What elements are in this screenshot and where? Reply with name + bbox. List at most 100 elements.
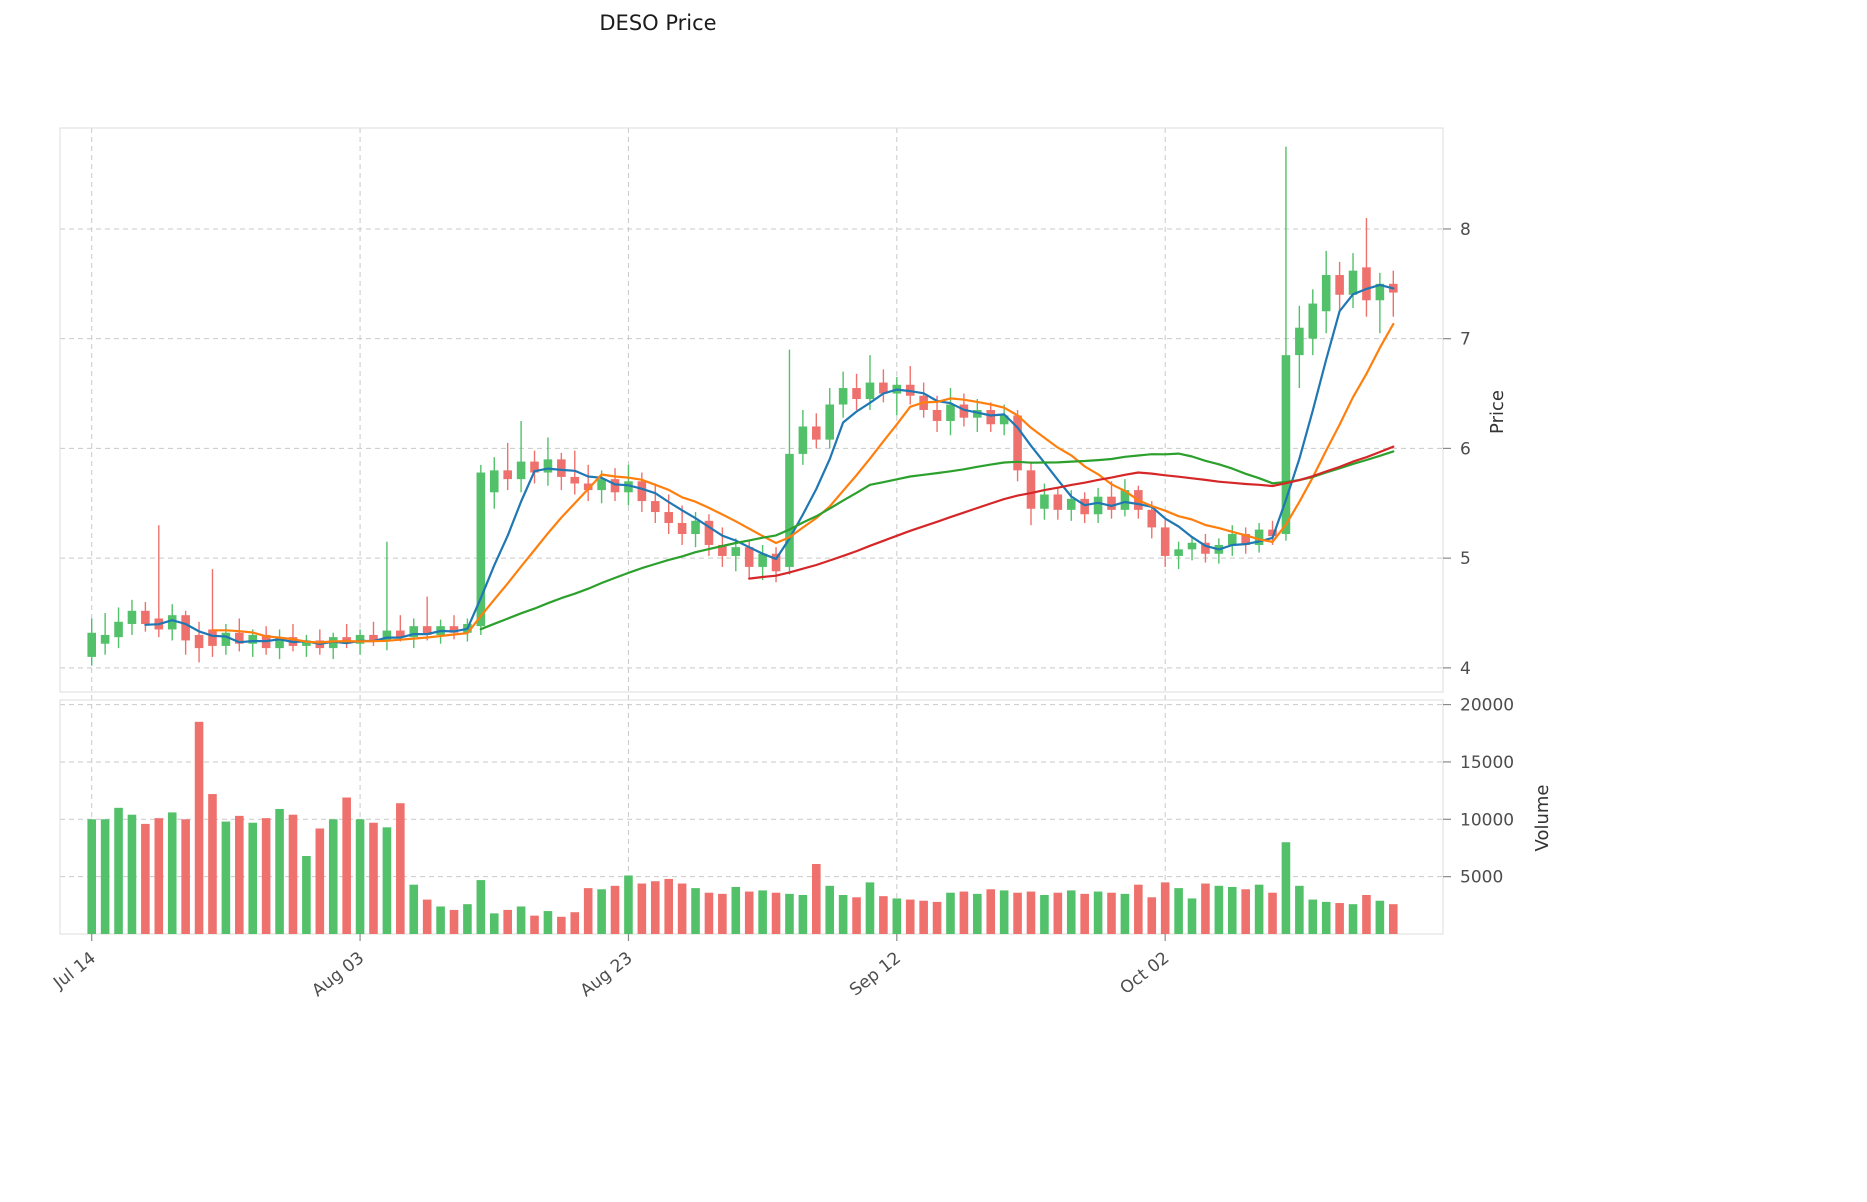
volume-bar: [785, 893, 794, 934]
volume-bar: [892, 898, 902, 934]
volume-bar: [275, 808, 284, 934]
volume-bar: [583, 888, 593, 934]
volume-bar: [302, 856, 311, 934]
volume-series: [87, 721, 1398, 934]
volume-bar: [570, 912, 580, 934]
volume-bar: [476, 880, 486, 934]
volume-bar: [248, 822, 258, 934]
volume-bar: [1268, 892, 1277, 934]
candle-body: [409, 626, 419, 638]
candlestick-series: [87, 146, 1398, 666]
volume-bar: [1093, 891, 1103, 934]
candle-body: [275, 637, 284, 649]
candle-body: [1026, 470, 1036, 509]
candle-body: [1321, 275, 1331, 312]
candle-body: [221, 632, 231, 646]
volume-bar: [261, 818, 271, 934]
candle-body: [677, 523, 687, 534]
volume-tick-label: 15000: [1460, 753, 1514, 773]
ma-line-50: [748, 445, 1395, 580]
volume-bar: [1160, 882, 1170, 934]
volume-bar: [436, 906, 445, 934]
volume-bar: [141, 823, 150, 934]
volume-bar: [1362, 895, 1371, 934]
candle-body: [879, 382, 888, 394]
x-tick-label: Oct 02: [1116, 948, 1173, 999]
candle-body: [610, 479, 620, 493]
volume-bar: [731, 886, 741, 934]
price-tick-label: 5: [1460, 549, 1471, 569]
volume-bar: [382, 827, 392, 934]
candle-body: [449, 626, 459, 633]
candle-body: [1227, 533, 1237, 545]
candle-body: [1348, 270, 1358, 295]
candle-body: [1013, 415, 1022, 471]
candle-body: [704, 520, 714, 545]
volume-bar: [919, 900, 928, 934]
volume-bar: [1321, 901, 1331, 934]
volume-bar: [744, 891, 754, 934]
volume-bar: [1281, 842, 1291, 934]
candle-body: [959, 404, 969, 418]
candle-body: [87, 632, 97, 657]
candle-body: [1254, 529, 1264, 545]
volume-bar: [221, 821, 231, 934]
candle-body: [1066, 498, 1076, 510]
candle-body: [396, 630, 405, 638]
candle-body: [1281, 355, 1291, 534]
x-tick-label: Sep 12: [846, 948, 905, 1000]
candle-body: [1335, 275, 1344, 295]
volume-bar: [1187, 898, 1197, 934]
volume-bar: [1214, 885, 1224, 934]
candle-body: [624, 481, 633, 493]
volume-bar: [315, 828, 325, 934]
candle-body: [1174, 549, 1183, 556]
volume-bar: [1120, 893, 1130, 934]
candle-body: [744, 547, 754, 567]
volume-bar: [986, 889, 996, 934]
volume-bar: [396, 803, 405, 934]
volume-bar: [838, 895, 848, 934]
moving-average-lines: [144, 283, 1395, 645]
volume-bar: [1174, 888, 1183, 934]
volume-bar: [127, 814, 137, 934]
volume-bar: [771, 892, 781, 934]
candle-body: [100, 634, 110, 644]
price-tick-label: 6: [1460, 439, 1471, 459]
volume-bar: [114, 807, 123, 934]
volume-bar: [342, 797, 351, 934]
volume-bar: [905, 899, 915, 934]
x-tick-label: Aug 23: [577, 948, 637, 1001]
volume-bar: [1227, 886, 1237, 934]
candle-body: [865, 382, 875, 400]
candle-body: [785, 453, 794, 567]
volume-bar: [1066, 890, 1076, 934]
volume-bar: [597, 889, 606, 934]
volume-bar: [718, 893, 727, 934]
volume-bar: [516, 906, 526, 934]
candle-body: [1201, 542, 1210, 554]
volume-bar: [328, 819, 338, 934]
candle-body: [583, 483, 593, 491]
volume-bar: [235, 815, 244, 934]
candle-body: [302, 640, 311, 646]
ma-line-10: [211, 322, 1395, 644]
chart-title: DESO Price: [599, 11, 716, 35]
volume-bar: [798, 895, 808, 934]
candle-body: [141, 610, 150, 624]
candle-body: [758, 553, 767, 567]
candle-body: [650, 501, 660, 513]
volume-bar: [973, 893, 982, 934]
volume-bar: [812, 864, 821, 934]
volume-axis-label: Volume: [1532, 785, 1553, 852]
candle-body: [1308, 303, 1318, 339]
candle-body: [1160, 527, 1170, 556]
volume-bar: [1053, 892, 1063, 934]
volume-bar: [1147, 897, 1157, 934]
candle-body: [718, 544, 727, 556]
candle-body: [986, 410, 996, 425]
volume-bar: [1026, 891, 1036, 934]
candle-body: [382, 630, 392, 642]
candle-body: [1375, 283, 1385, 301]
